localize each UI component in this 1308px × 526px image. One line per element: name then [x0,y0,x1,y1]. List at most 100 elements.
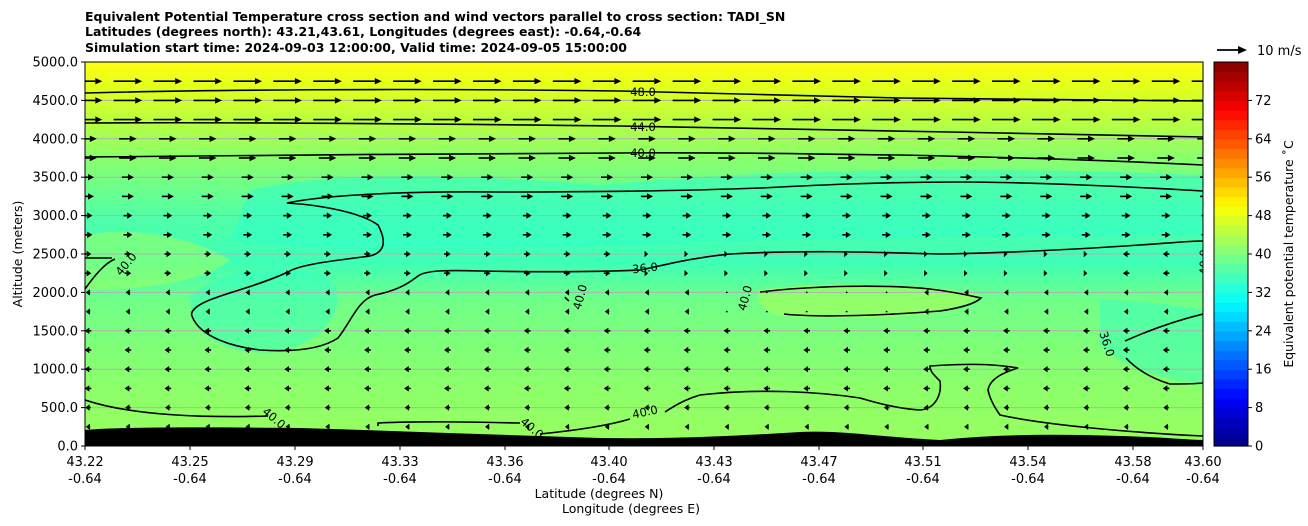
wind-vector [722,231,732,238]
wind-vector [393,78,422,85]
x-tick-lon: -0.64 [68,472,102,487]
x-tick-lat: 43.51 [904,455,941,470]
colorbar-level [1214,263,1248,274]
wind-vector [1122,250,1130,258]
wind-vector [1042,346,1050,354]
contour-label: 40.0 [735,284,755,312]
wind-vector [125,423,131,430]
wind-vector [85,289,91,296]
wind-vector [604,404,610,411]
wind-vector [1202,253,1203,255]
wind-vector [353,97,382,104]
x-tick-lon: -0.64 [592,472,626,487]
wind-vector [433,78,462,85]
wind-vector [845,310,848,313]
wind-vector [159,135,177,142]
x-tick-lat: 43.47 [800,455,837,470]
wind-vector [204,385,212,392]
wind-vector [1071,116,1101,123]
wind-vector [163,212,173,219]
wind-vector [273,116,302,123]
wind-vector [353,78,382,85]
wind-vector [1160,174,1173,181]
wind-vector [1080,193,1093,200]
wind-vector [724,404,730,411]
wind-vector [803,366,811,373]
wind-vector [672,116,702,123]
wind-vector [85,366,92,373]
wind-vector [997,135,1016,142]
contour-label: 40.0 [630,146,656,160]
wind-vector [1084,308,1089,315]
wind-vector [1081,231,1091,238]
wind-vector [598,154,616,162]
wind-vector [840,193,853,200]
wind-vector [1043,404,1050,411]
wind-vector [1201,214,1203,217]
colorbar-level [1214,177,1248,188]
wind-vector [512,78,542,85]
wind-vector [564,423,570,430]
wind-vector [445,289,450,296]
wind-vector [404,250,411,258]
wind-vector [472,116,502,123]
wind-vector [244,404,251,411]
wind-vector [923,385,930,392]
wind-vector [522,231,532,238]
x-tick-lon: -0.64 [1186,472,1220,487]
wind-vector [960,193,973,200]
wind-vector [358,154,377,162]
wind-vector [161,174,174,181]
colorbar-level [1214,148,1248,159]
contour-line [85,258,116,290]
wind-vector [165,289,171,296]
wind-vector [205,308,210,315]
wind-vector [883,385,890,392]
wind-vector [1042,385,1050,392]
wind-vector [723,346,731,354]
contour-line [377,421,521,426]
wind-vector [1202,368,1203,370]
wind-vector [284,366,291,373]
colorbar-level [1214,292,1248,303]
wind-vector [483,327,491,334]
contour-line [664,363,1203,437]
wind-vector [592,116,622,123]
wind-vector [85,346,92,354]
wind-vector [323,212,332,219]
wind-vector [403,212,412,219]
colorbar-level [1214,369,1248,380]
wind-vector [1043,270,1048,277]
wind-vector [764,270,768,277]
y-axis-label: Altitude (meters) [10,201,25,308]
wind-vector [1123,404,1129,411]
x-tick-lat: 43.33 [381,455,418,470]
wind-vector [1003,404,1010,411]
wind-vector [883,346,890,354]
wind-vector [1083,404,1089,411]
wind-vector [121,174,134,181]
wind-vector [832,78,861,85]
wind-vector [684,308,690,315]
wind-vector [205,423,210,430]
wind-vector [643,385,651,392]
wind-vector [125,289,131,296]
wind-vector [518,135,537,142]
wind-vector [313,97,342,104]
wind-vector [962,212,971,219]
wind-vector [644,404,650,411]
y-tick-label: 0.0 [57,440,78,455]
wind-vector [563,346,571,354]
wind-vector [482,212,492,219]
colorbar-level [1214,426,1248,437]
wind-vector [403,231,412,238]
wind-vector [883,327,890,334]
wind-vector [718,154,736,162]
wind-vector [601,174,614,181]
contour-line [85,121,1203,138]
wind-vector [153,116,183,123]
wind-vector [365,423,370,430]
wind-vector [198,135,217,142]
wind-vector [1041,231,1051,238]
